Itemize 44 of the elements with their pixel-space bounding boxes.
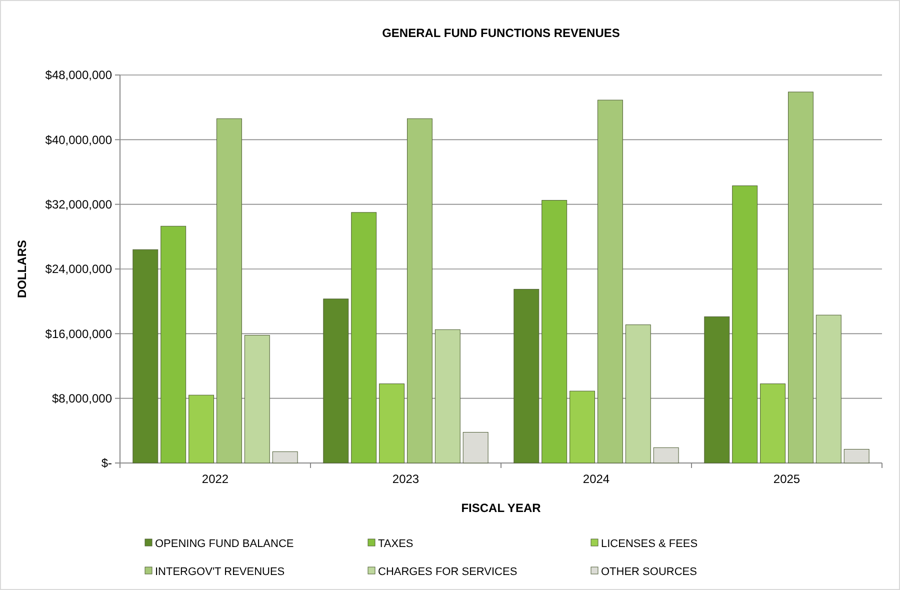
x-axis-title: FISCAL YEAR bbox=[461, 501, 542, 515]
bar bbox=[434, 329, 460, 464]
legend-label: OPENING FUND BALANCE bbox=[155, 538, 294, 550]
bar bbox=[514, 288, 540, 464]
bar bbox=[570, 390, 595, 464]
x-tick-label: 2024 bbox=[582, 472, 610, 486]
y-tick-label: $16,000,000 bbox=[45, 326, 112, 341]
bar bbox=[542, 200, 568, 464]
legend-label: LICENSES & FEES bbox=[601, 538, 698, 550]
bar bbox=[188, 394, 214, 464]
bar bbox=[244, 335, 270, 464]
bar bbox=[462, 432, 488, 464]
bar bbox=[132, 249, 158, 464]
chart-title: GENERAL FUND FUNCTIONS REVENUES bbox=[382, 26, 620, 40]
legend-label: INTERGOV'T REVENUES bbox=[155, 566, 285, 578]
x-tick-label: 2022 bbox=[202, 472, 229, 486]
x-tick-label: 2023 bbox=[392, 472, 420, 486]
bar bbox=[653, 447, 679, 464]
legend-label: OTHER SOURCES bbox=[601, 566, 697, 578]
bar bbox=[160, 226, 186, 464]
y-tick-label: $24,000,000 bbox=[45, 262, 112, 276]
bar bbox=[272, 451, 298, 464]
bar bbox=[844, 449, 870, 464]
y-tick-label: $48,000,000 bbox=[45, 68, 112, 82]
bar bbox=[816, 314, 842, 464]
y-tick-label: $40,000,000 bbox=[45, 132, 112, 147]
legend-label: TAXES bbox=[378, 538, 414, 550]
bar bbox=[704, 316, 730, 464]
bar bbox=[351, 212, 377, 464]
x-tick-label: 2025 bbox=[773, 472, 800, 486]
bar bbox=[323, 298, 349, 464]
bar bbox=[760, 384, 786, 464]
bar bbox=[407, 118, 432, 464]
bar bbox=[379, 384, 404, 464]
y-tick-label: $32,000,000 bbox=[45, 198, 112, 212]
bar bbox=[788, 92, 814, 464]
legend-label: CHARGES FOR SERVICES bbox=[378, 566, 518, 578]
bar bbox=[625, 324, 651, 464]
bar bbox=[216, 118, 242, 464]
bar bbox=[732, 185, 758, 464]
y-tick-label: $- bbox=[101, 456, 112, 470]
y-axis-title: DOLLARS bbox=[15, 240, 29, 298]
bar bbox=[598, 100, 623, 464]
y-tick-label: $8,000,000 bbox=[52, 392, 112, 406]
